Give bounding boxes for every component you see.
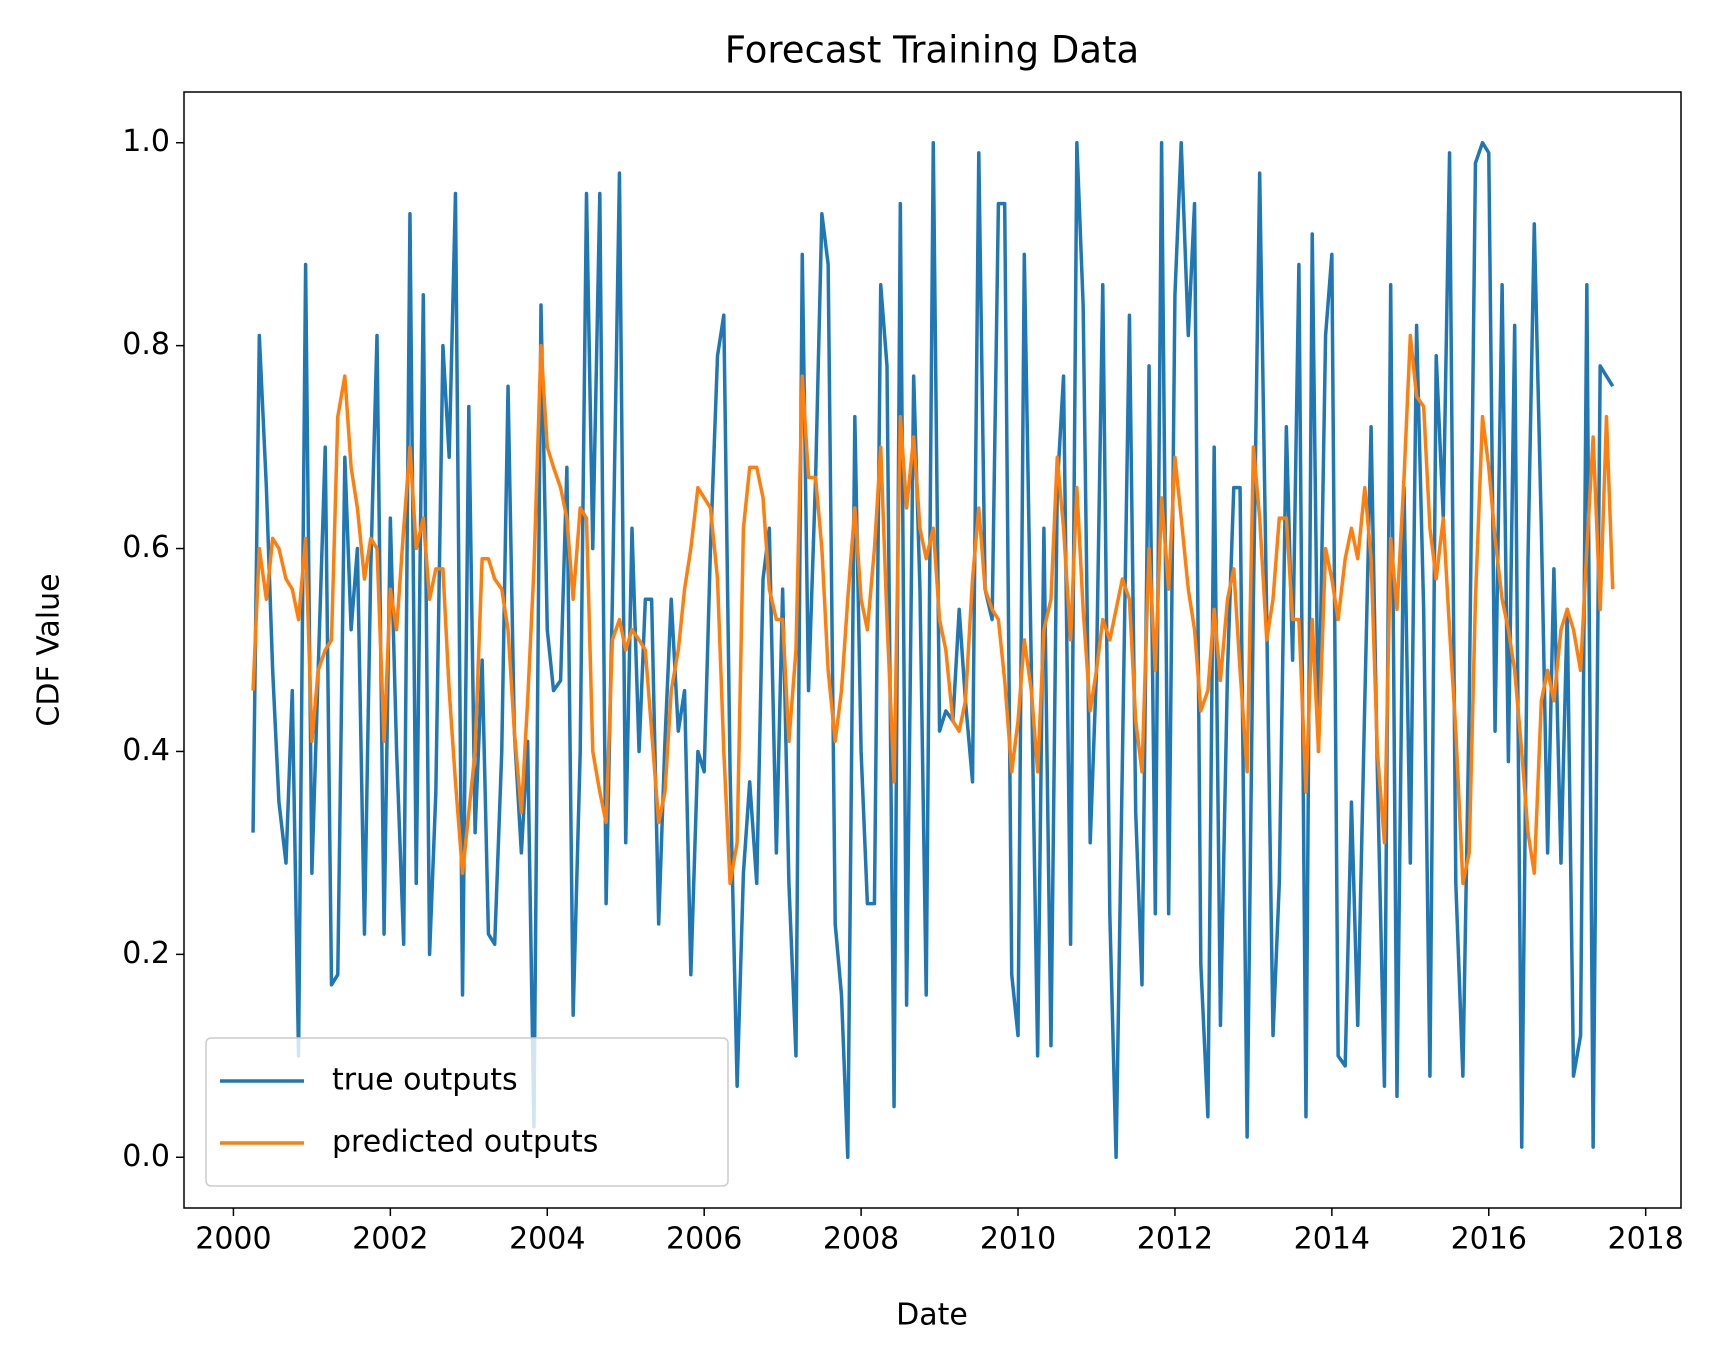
legend-box: [205, 1037, 729, 1187]
x-tick-label: 2010: [980, 1222, 1056, 1257]
x-tick-label: 2006: [666, 1222, 742, 1257]
plot-frame: [183, 91, 1682, 1209]
x-tick-label: 2012: [1137, 1222, 1213, 1257]
x-tick-label: 2004: [509, 1222, 585, 1257]
x-axis-label: Date: [896, 1298, 968, 1333]
x-tick-label: 2008: [823, 1222, 899, 1257]
y-tick-label: 0.2: [122, 936, 170, 971]
x-tick-label: 2002: [352, 1222, 428, 1257]
x-tick-label: 2018: [1608, 1222, 1684, 1257]
x-tick-label: 2000: [195, 1222, 271, 1257]
y-tick-label: 0.6: [122, 530, 170, 565]
series-line: [251, 333, 1615, 886]
y-tick-label: 1.0: [122, 124, 170, 159]
y-tick-label: 0.0: [122, 1139, 170, 1174]
legend-label: true outputs: [332, 1063, 518, 1098]
y-tick-label: 0.8: [122, 327, 170, 362]
chart-title: Forecast Training Data: [725, 29, 1139, 72]
legend-label: predicted outputs: [332, 1125, 598, 1160]
y-axis-label: CDF Value: [32, 573, 67, 726]
x-tick-label: 2014: [1294, 1222, 1370, 1257]
x-tick-label: 2016: [1451, 1222, 1527, 1257]
y-tick-label: 0.4: [122, 733, 170, 768]
